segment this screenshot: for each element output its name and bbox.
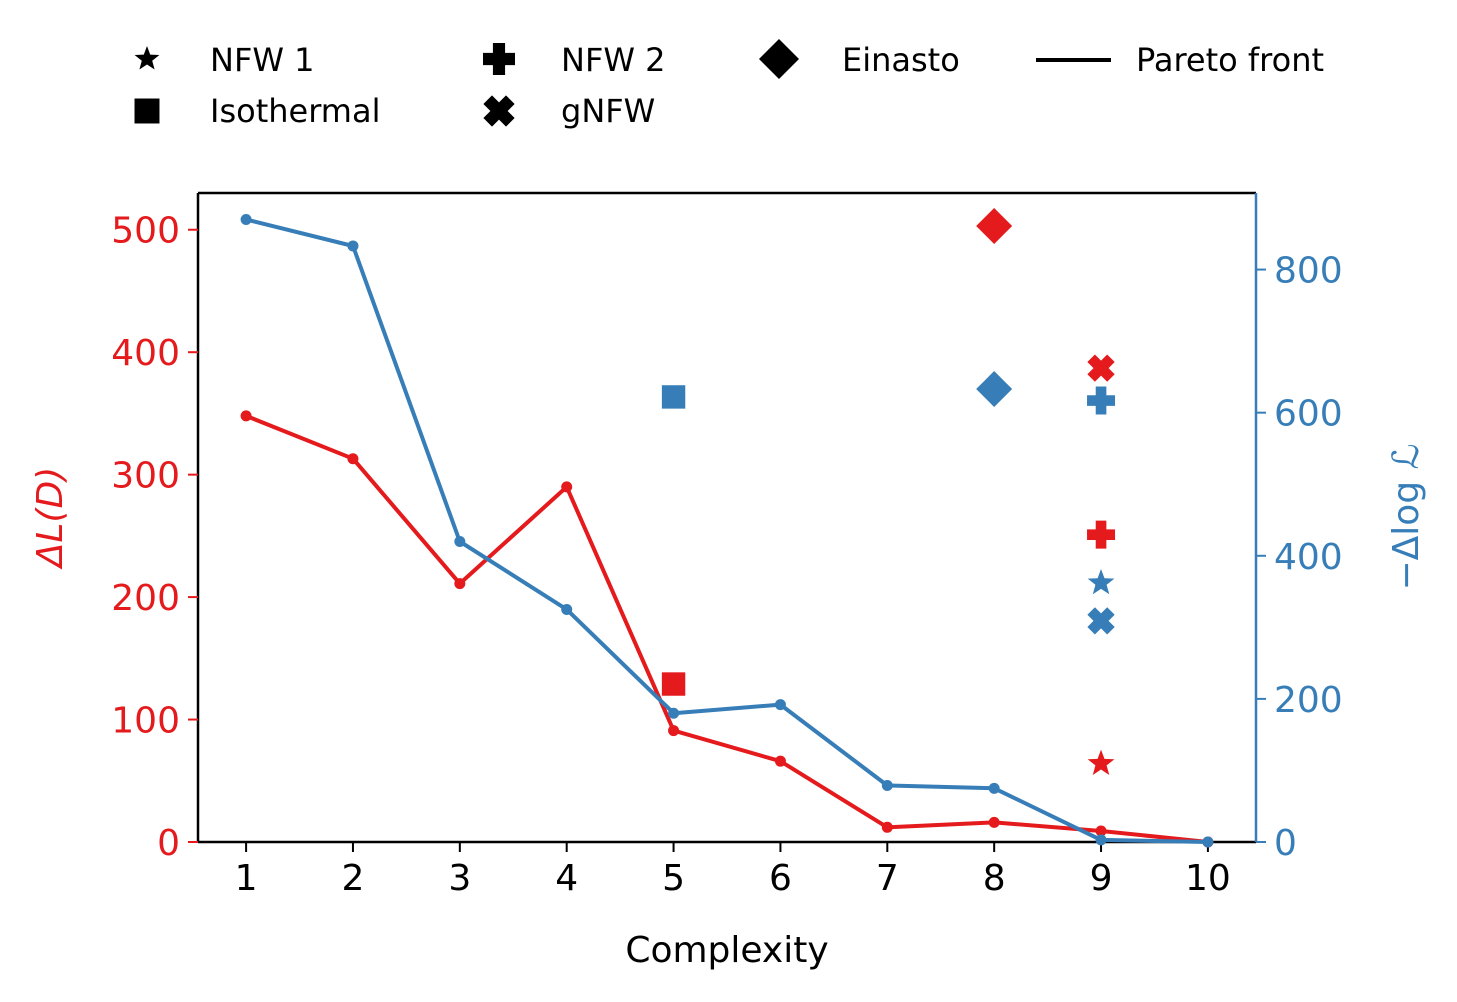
delta-loglike-point	[561, 603, 573, 615]
y-axis-right-title: −Δlog ℒ	[1386, 443, 1427, 590]
cross-glyph	[483, 95, 515, 127]
delta-loglike-point	[454, 535, 466, 547]
gnfw-delta-loglike-marker	[1087, 607, 1115, 635]
legend-label: Isothermal	[210, 92, 380, 130]
delta-loglike-point	[347, 240, 359, 252]
einasto-delta-l-marker	[976, 208, 1013, 245]
y-axis-left-title: ΔL(D)	[30, 467, 71, 571]
legend-label: NFW 2	[561, 41, 666, 79]
y-left-tick-label: 400	[111, 333, 180, 374]
legend-entry-nfw2: NFW 2	[483, 41, 666, 79]
legend-entry-pareto-front: Pareto front	[1036, 41, 1324, 79]
y-right-tick-label: 600	[1274, 394, 1343, 435]
square-icon	[134, 98, 160, 124]
y-left-tick-label: 500	[111, 211, 180, 252]
x-tick-label: 8	[983, 858, 1006, 899]
star-glyph	[134, 46, 160, 70]
square-glyph	[134, 98, 160, 124]
delta-loglike-line	[245, 217, 1208, 844]
x-tick-label: 9	[1090, 858, 1113, 899]
legend-label: gNFW	[561, 92, 655, 130]
x-tick-label: 3	[448, 858, 471, 899]
plus-glyph	[483, 43, 515, 75]
delta-loglike-point	[668, 707, 680, 719]
delta-loglike-point	[881, 779, 893, 791]
legend: NFW 1 NFW 2 Einasto Pareto front Isother…	[134, 39, 1324, 130]
y-left-tick-label: 200	[111, 578, 180, 619]
nfw-1-delta-l-marker	[1087, 749, 1115, 775]
x-tick-label: 1	[235, 858, 258, 899]
delta-loglike-point	[1202, 836, 1214, 848]
delta-l-point	[561, 481, 573, 493]
legend-label: NFW 1	[210, 41, 315, 79]
delta-l-point	[774, 755, 786, 767]
legend-entry-isothermal: Isothermal	[134, 92, 380, 130]
plus-icon	[483, 43, 515, 75]
einasto-delta-loglike-marker	[976, 371, 1013, 408]
x-tick-label: 5	[662, 858, 685, 899]
x-axis-title: Complexity	[625, 930, 828, 971]
diamond-glyph	[759, 39, 799, 79]
y-left-tick-label: 0	[157, 823, 180, 864]
legend-label: Pareto front	[1136, 41, 1324, 79]
nfw-2-delta-loglike-marker	[1087, 386, 1116, 415]
delta-l-point	[988, 816, 1000, 828]
nfw-1-delta-loglike-marker	[1087, 569, 1115, 595]
isothermal-delta-l-marker	[661, 672, 686, 696]
gnfw-delta-l-marker	[1087, 354, 1115, 382]
y-left-tick-label: 100	[111, 701, 180, 742]
delta-l-point	[1095, 825, 1107, 837]
delta-l-line	[245, 414, 1209, 844]
y-right-tick-label: 0	[1274, 823, 1297, 864]
x-tick-label: 10	[1185, 858, 1231, 899]
delta-l-point	[668, 725, 680, 737]
nfw-2-delta-l-marker	[1087, 520, 1116, 549]
legend-label: Einasto	[842, 41, 960, 79]
isothermal-delta-loglike-marker	[661, 385, 686, 409]
diamond-icon	[759, 39, 799, 79]
x-tick-label: 7	[876, 858, 899, 899]
delta-loglike-point	[1095, 834, 1107, 846]
delta-l-point	[240, 410, 252, 422]
y-left-tick-label: 300	[111, 456, 180, 497]
x-tick-label: 6	[769, 858, 792, 899]
delta-loglike-point	[240, 213, 252, 225]
delta-l-point	[881, 821, 893, 833]
x-tick-label: 4	[555, 858, 578, 899]
x-tick-label: 2	[342, 858, 365, 899]
delta-l-point	[454, 578, 466, 590]
delta-loglike-point	[774, 699, 786, 711]
legend-entry-gnfw: gNFW	[483, 92, 655, 130]
delta-loglike-point	[988, 782, 1000, 794]
star-icon	[134, 46, 160, 70]
legend-entry-nfw1: NFW 1	[134, 41, 315, 79]
y-right-tick-label: 400	[1274, 537, 1343, 578]
delta-l-point	[347, 453, 359, 465]
legend-entry-einasto: Einasto	[759, 39, 960, 79]
model-markers	[661, 208, 1116, 775]
cross-icon	[483, 95, 515, 127]
y-right-tick-label: 800	[1274, 251, 1343, 292]
y-right-tick-label: 200	[1274, 680, 1343, 721]
series-layer	[240, 213, 1214, 848]
